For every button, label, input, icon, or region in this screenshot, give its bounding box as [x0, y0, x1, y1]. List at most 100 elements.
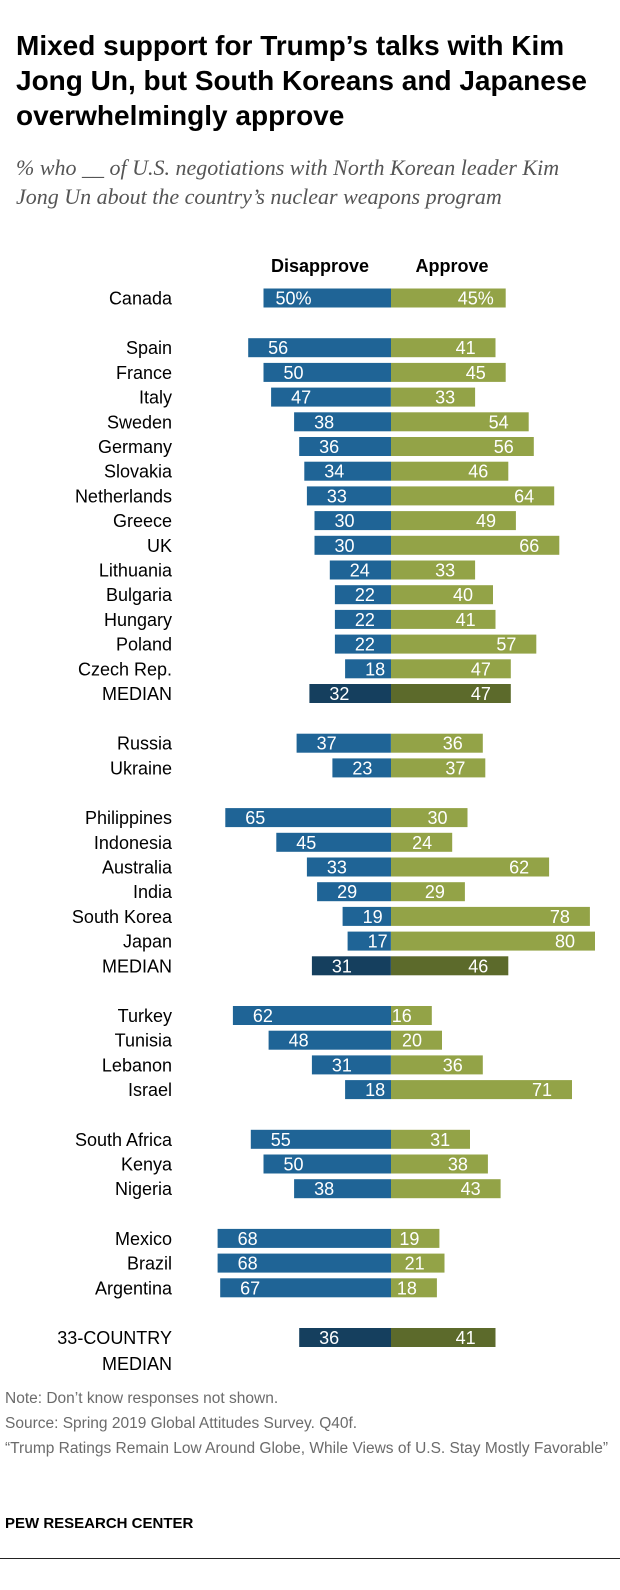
row-label: MEDIAN [102, 684, 172, 704]
disapprove-value-label: 29 [337, 882, 357, 902]
disapprove-bar [347, 931, 391, 951]
approve-bar [391, 634, 537, 654]
brand-logo-text: PEW RESEARCH CENTER [5, 1515, 194, 1532]
disapprove-value-label: 32 [329, 684, 349, 704]
disapprove-bar [314, 535, 391, 555]
approve-bar [391, 684, 511, 703]
disapprove-value-label: 22 [355, 585, 375, 605]
disapprove-bar [306, 486, 391, 506]
disapprove-value-label: 48 [289, 1031, 309, 1051]
row-label: Brazil [127, 1254, 172, 1274]
disapprove-value-label: 33 [327, 858, 347, 878]
row-label: India [133, 882, 173, 902]
row-label: Argentina [95, 1278, 173, 1298]
disapprove-bar [334, 585, 391, 605]
approve-value-label: 43 [461, 1179, 481, 1199]
approve-bar [391, 1030, 442, 1050]
disapprove-bar [299, 1328, 391, 1347]
row-label: Indonesia [94, 833, 173, 853]
row-label: Bulgaria [106, 585, 173, 605]
approve-value-label: 47 [471, 684, 491, 704]
approve-bar [391, 733, 483, 753]
approve-value-label: 37 [445, 758, 465, 778]
disapprove-bar [263, 288, 391, 308]
disapprove-value-label: 68 [238, 1229, 258, 1249]
row-label: Lithuania [99, 561, 173, 581]
approve-value-label: 49 [476, 511, 496, 531]
approve-bar [391, 659, 511, 679]
row-label: Germany [98, 437, 172, 457]
row-label: France [116, 363, 172, 383]
approve-value-label: 46 [468, 956, 488, 976]
disapprove-bar [306, 857, 391, 877]
row-label: 33-COUNTRY [57, 1328, 172, 1348]
approve-bar [391, 486, 555, 506]
footer-divider [0, 1558, 620, 1559]
approve-value-label: 24 [412, 833, 432, 853]
disapprove-value-label: 65 [245, 808, 265, 828]
disapprove-bar [220, 1278, 391, 1298]
disapprove-bar [334, 609, 391, 629]
disapprove-value-label: 50% [275, 289, 311, 309]
disapprove-value-label: 38 [314, 412, 334, 432]
disapprove-bar [314, 511, 391, 531]
disapprove-value-label: 50 [283, 1155, 303, 1175]
footer-report: “Trump Ratings Remain Low Around Globe, … [5, 1440, 609, 1457]
row-label: Tunisia [115, 1031, 173, 1051]
disapprove-value-label: 47 [291, 388, 311, 408]
approve-bar [391, 461, 509, 481]
disapprove-bar [296, 733, 391, 753]
approve-bar [391, 338, 496, 358]
approve-value-label: 16 [392, 1006, 412, 1026]
approve-value-label: 29 [425, 882, 445, 902]
disapprove-value-label: 30 [334, 511, 354, 531]
approve-bar [391, 511, 516, 531]
approve-value-label: 62 [509, 858, 529, 878]
approve-value-label: 36 [443, 734, 463, 754]
approve-value-label: 36 [443, 1055, 463, 1075]
row-label: Canada [109, 289, 173, 309]
approve-value-label: 40 [453, 585, 473, 605]
approve-bar [391, 387, 476, 407]
approve-bar [391, 560, 476, 580]
row-label: Philippines [85, 808, 172, 828]
disapprove-value-label: 18 [365, 1080, 385, 1100]
approve-value-label: 71 [532, 1080, 552, 1100]
approve-bar [391, 1129, 470, 1149]
approve-bar [391, 1080, 572, 1100]
approve-value-label: 33 [435, 561, 455, 581]
row-label: Netherlands [75, 486, 172, 506]
disapprove-value-label: 50 [283, 363, 303, 383]
approve-bar [391, 362, 506, 382]
disapprove-bar [276, 832, 391, 852]
row-label: Italy [139, 388, 172, 408]
diverging-bar-chart: Disapprove Approve 50% 45% Canada 56 41 Spain 50… [57, 256, 595, 1374]
disapprove-bar [217, 1253, 391, 1273]
chart-title: Mixed support for Trump’s talks with Kim… [16, 30, 587, 131]
row-label: Israel [128, 1080, 172, 1100]
disapprove-value-label: 33 [327, 486, 347, 506]
disapprove-bar [268, 1030, 391, 1050]
disapprove-value-label: 24 [350, 561, 370, 581]
approve-bar [391, 1006, 432, 1025]
disapprove-bar [317, 882, 391, 902]
footer-source: Source: Spring 2019 Global Attitudes Sur… [5, 1415, 358, 1432]
disapprove-bar [311, 956, 391, 976]
disapprove-bar [294, 1179, 391, 1199]
disapprove-value-label: 68 [238, 1254, 258, 1274]
approve-value-label: 38 [448, 1155, 468, 1175]
approve-bar [391, 1055, 483, 1075]
approve-value-label: 80 [555, 932, 575, 952]
approve-value-label: 78 [550, 907, 570, 927]
disapprove-bar [225, 808, 392, 828]
approve-bar [391, 956, 509, 976]
disapprove-bar [332, 758, 391, 778]
disapprove-bar [342, 906, 391, 926]
disapprove-bar [232, 1006, 391, 1025]
approve-bar [391, 832, 453, 852]
legend-disapprove: Disapprove [271, 256, 369, 276]
disapprove-value-label: 45 [296, 833, 316, 853]
approve-bar [391, 857, 550, 877]
row-label: Ukraine [110, 758, 172, 778]
approve-value-label: 64 [514, 486, 534, 506]
